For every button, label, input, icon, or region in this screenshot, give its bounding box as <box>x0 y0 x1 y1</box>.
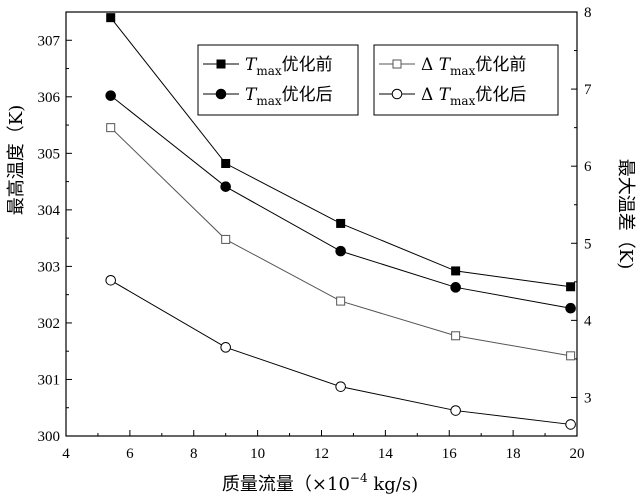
series-2 <box>105 90 576 314</box>
series-point <box>221 234 231 244</box>
series-point <box>106 13 116 23</box>
series-point <box>450 282 461 293</box>
y-right-tick-label: 6 <box>584 159 592 175</box>
series-point <box>451 266 461 276</box>
x-tick-label: 20 <box>570 446 585 462</box>
legend-label-main: T <box>245 55 258 75</box>
y-left-tick-label: 300 <box>38 429 61 445</box>
legend-entry-4: Δ Tmax优化后 <box>379 85 526 108</box>
y-left-tick-label: 307 <box>38 33 61 49</box>
y-left-tick-label: 304 <box>38 203 61 219</box>
x-axis-title-main: 质量流量（×10 <box>222 474 350 495</box>
legend-label: Δ Tmax优化前 <box>421 55 526 78</box>
series-point <box>450 405 461 416</box>
x-tick-label: 4 <box>62 446 70 462</box>
series-point <box>106 123 116 133</box>
x-tick-label: 8 <box>190 446 198 462</box>
legend-marker <box>392 59 402 69</box>
legend-label: Tmax优化后 <box>245 85 333 108</box>
x-axis-title-exponent: −4 <box>350 471 368 485</box>
legend-label-prefix: Δ <box>421 85 439 105</box>
series-4 <box>105 274 576 430</box>
legend-label: Tmax优化前 <box>245 55 333 78</box>
series-point <box>105 274 117 286</box>
y-left-tick-label: 306 <box>38 90 61 106</box>
series-line <box>110 95 571 309</box>
series-point <box>566 282 576 292</box>
series-1 <box>106 13 576 292</box>
legend-marker <box>391 88 403 100</box>
series-point <box>565 419 576 430</box>
legend-entry-1: Tmax优化前 <box>203 55 333 78</box>
y-right-tick-label: 8 <box>584 5 592 21</box>
legend-label-sub: max <box>450 94 476 108</box>
series-point <box>566 351 576 361</box>
series-point <box>220 342 231 353</box>
legend-right-box <box>373 44 559 116</box>
y-left-tick-label: 305 <box>38 146 61 162</box>
x-tick-label: 10 <box>250 446 265 462</box>
x-tick-label: 14 <box>378 446 394 462</box>
legend-label-suffix: 优化后 <box>282 85 333 105</box>
y-left-tick-label: 302 <box>38 316 61 332</box>
x-tick-label: 16 <box>442 446 458 462</box>
y-right-axis-ticks: 3 4 5 6 7 8 <box>571 5 592 406</box>
legend-label-main: T <box>439 85 452 105</box>
series-point <box>105 90 117 101</box>
y-left-tick-label: 303 <box>38 259 61 275</box>
legend-left-box <box>197 44 359 116</box>
series-line <box>110 127 571 357</box>
legend-entry-2: Tmax优化后 <box>203 85 333 108</box>
series-point <box>335 381 346 392</box>
y-right-tick-label: 5 <box>584 236 592 252</box>
y-left-axis-title: 最高温度（K) <box>6 105 27 215</box>
series-3 <box>106 123 576 361</box>
x-axis-title-unit: kg/s) <box>368 474 418 495</box>
legend-label-sub: max <box>450 64 476 78</box>
legend-label-main: T <box>439 55 452 75</box>
legend-label: Δ Tmax优化后 <box>421 85 526 108</box>
x-tick-label: 6 <box>126 446 134 462</box>
series-point <box>221 159 231 169</box>
legend-label-suffix: 优化前 <box>282 55 333 75</box>
x-tick-label: 18 <box>506 446 521 462</box>
series-point <box>336 296 346 306</box>
y-right-tick-label: 7 <box>584 82 592 98</box>
series-point <box>451 331 461 341</box>
legend-label-main: T <box>245 85 258 105</box>
legend-label-prefix: Δ <box>421 55 439 75</box>
y-left-axis-ticks: 300 301 302 303 304 305 306 307 <box>38 33 72 445</box>
legend-marker <box>216 59 226 69</box>
y-right-tick-label: 3 <box>584 390 592 406</box>
legend-label-suffix: 优化后 <box>475 85 526 105</box>
legend-label-sub: max <box>256 94 282 108</box>
x-axis-ticks: 4 6 8 10 12 14 16 18 20 <box>62 430 585 462</box>
series-layer <box>105 13 576 430</box>
y-left-tick-label: 301 <box>38 372 61 388</box>
x-tick-label: 12 <box>314 446 329 462</box>
legend-marker <box>215 88 227 100</box>
series-point <box>565 302 576 314</box>
series-point <box>335 245 346 257</box>
legend-entry-3: Δ Tmax优化前 <box>379 55 526 78</box>
y-right-tick-label: 4 <box>584 313 592 329</box>
series-point <box>336 218 346 228</box>
y-right-axis-title: 最大温差（K) <box>615 159 636 269</box>
series-point <box>220 181 231 192</box>
x-axis-title: 质量流量（×10−4 kg/s) <box>222 471 418 495</box>
legend-label-suffix: 优化前 <box>475 55 526 75</box>
legend-label-sub: max <box>256 64 282 78</box>
